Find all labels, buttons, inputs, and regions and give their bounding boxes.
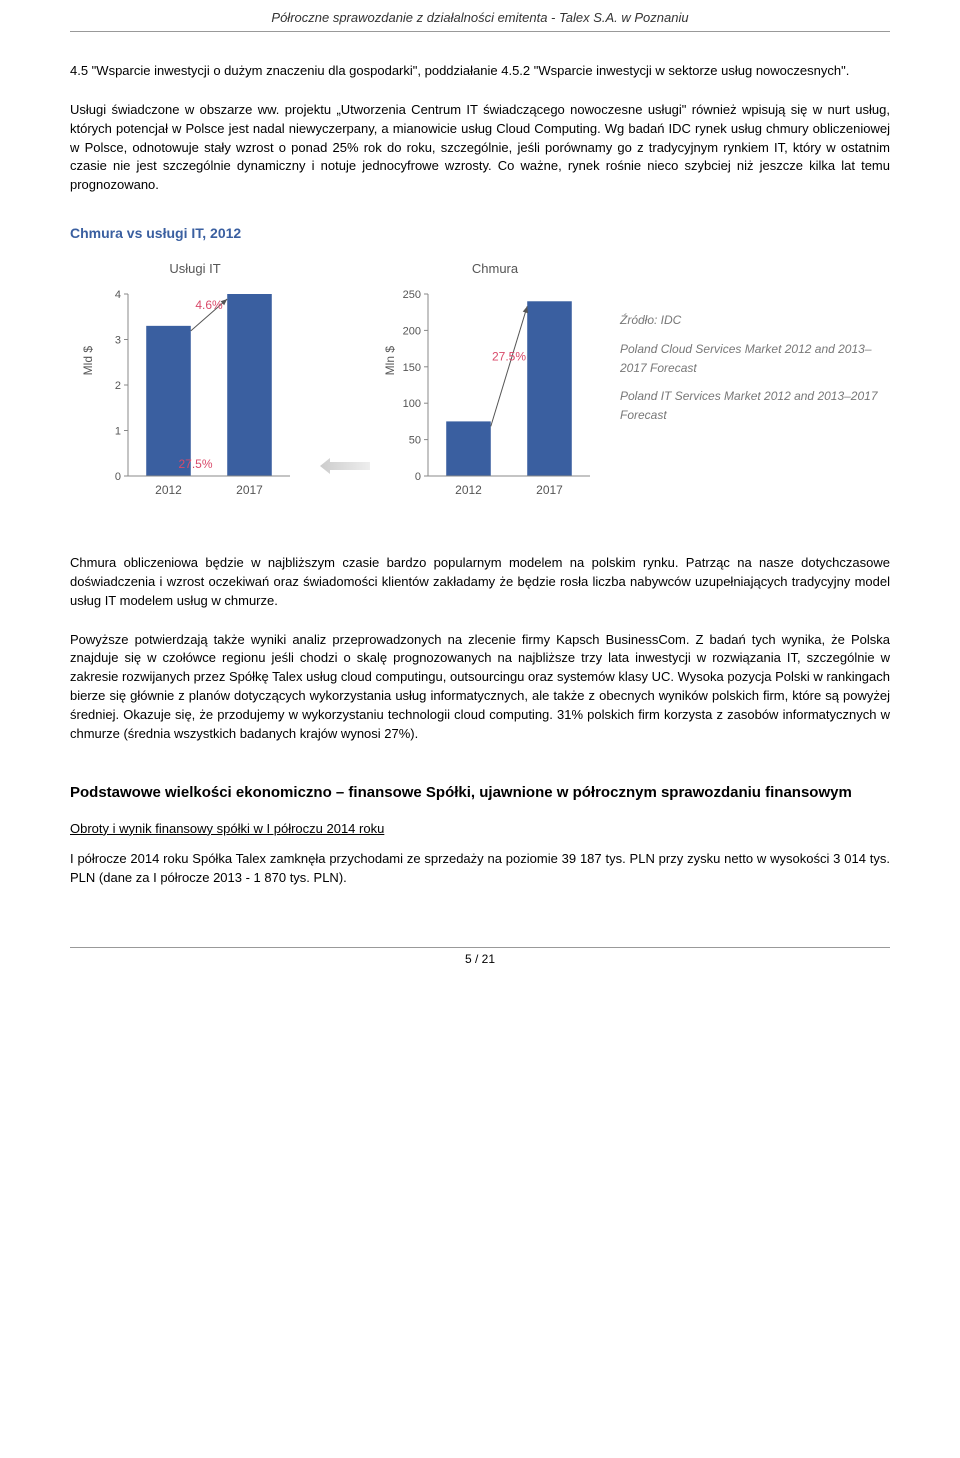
svg-text:2012: 2012 (455, 483, 482, 497)
chart-left: Usługi IT Mld $ 01234201220174.6%27.5% (90, 261, 300, 504)
svg-text:1: 1 (115, 426, 121, 438)
chart-right-svg: 0 50 100 150 200 250 2012 2017 27.5% (390, 284, 600, 504)
svg-text:50: 50 (409, 435, 421, 447)
chart-right-label: Chmura (390, 261, 600, 276)
charts-row: Usługi IT Mld $ 0 1 2 3 4 2012 2017 4.6% 27.5% C… (70, 261, 890, 504)
paragraph-3: Chmura obliczeniowa będzie w najbliższym… (70, 554, 890, 611)
svg-text:200: 200 (403, 325, 421, 337)
svg-text:3: 3 (115, 335, 121, 347)
section-subheading: Obroty i wynik finansowy spółki w I półr… (70, 821, 890, 836)
page-footer: 5 / 21 (70, 947, 890, 966)
chart-container: Chmura vs usługi IT, 2012 Usługi IT Mld … (70, 225, 890, 504)
svg-text:2017: 2017 (236, 483, 263, 497)
source-line-1: Poland Cloud Services Market 2012 and 20… (620, 340, 890, 378)
svg-text:0: 0 (115, 471, 121, 483)
svg-text:150: 150 (403, 362, 421, 374)
paragraph-4: Powyższe potwierdzają także wyniki anali… (70, 631, 890, 744)
paragraph-1: 4.5 "Wsparcie inwestycji o dużym znaczen… (70, 62, 890, 81)
page-header-title: Półroczne sprawozdanie z działalności em… (70, 10, 890, 32)
chart-right-ylabel: Mln $ (383, 346, 397, 375)
svg-text:0: 0 (415, 471, 421, 483)
svg-text:27.5%: 27.5% (492, 349, 526, 363)
chart-left-ylabel: Mld $ (81, 346, 95, 375)
paragraph-2: Usługi świadczone w obszarze ww. projekt… (70, 101, 890, 195)
chart-right: Chmura Mln $ 0501001502002502012201727.5… (390, 261, 600, 504)
svg-text:250: 250 (403, 289, 421, 301)
paragraph-5: I półrocze 2014 roku Spółka Talex zamknę… (70, 850, 890, 888)
svg-text:27.5%: 27.5% (179, 457, 213, 471)
svg-text:2012: 2012 (155, 483, 182, 497)
chart-left-svg: 0 1 2 3 4 2012 2017 4.6% 27.5% (90, 284, 300, 504)
source-title: Źródło: IDC (620, 311, 890, 330)
svg-text:100: 100 (403, 398, 421, 410)
chart-left-label: Usługi IT (90, 261, 300, 276)
svg-text:4.6%: 4.6% (195, 298, 223, 312)
svg-text:2: 2 (115, 380, 121, 392)
chart-main-title: Chmura vs usługi IT, 2012 (70, 225, 890, 241)
source-line-2: Poland IT Services Market 2012 and 2013–… (620, 387, 890, 425)
chart-source: Źródło: IDC Poland Cloud Services Market… (620, 311, 890, 433)
svg-text:4: 4 (115, 289, 121, 301)
section-heading: Podstawowe wielkości ekonomiczno – finan… (70, 784, 890, 801)
svg-text:2017: 2017 (536, 483, 563, 497)
arrow-icon (320, 456, 370, 476)
